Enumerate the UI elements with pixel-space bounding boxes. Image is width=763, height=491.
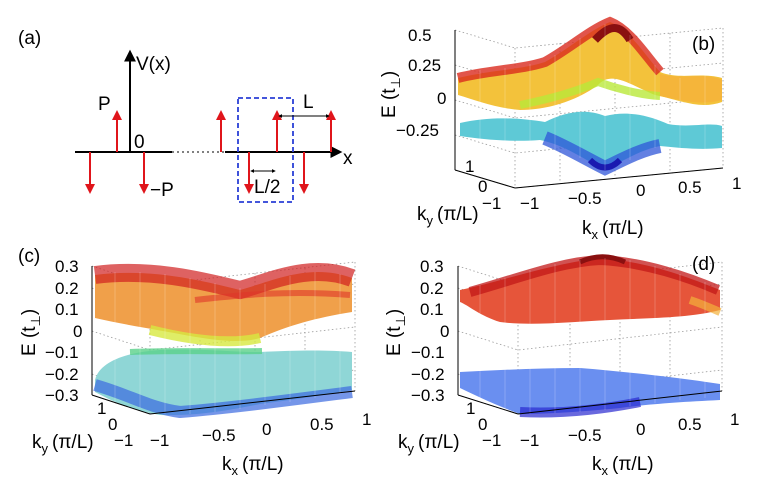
band-upper-c-low bbox=[148, 325, 262, 347]
z-tick: 0 bbox=[440, 322, 449, 341]
band-upper-d-top bbox=[468, 254, 720, 297]
ky-label-b: ky (π/L) bbox=[417, 204, 479, 228]
band-upper-b-mid bbox=[519, 77, 661, 109]
band-b-mesh bbox=[479, 24, 706, 170]
kx-axis-line-b bbox=[514, 167, 724, 189]
kx-tick: −0.5 bbox=[202, 426, 236, 445]
kx-tick: −0.5 bbox=[568, 426, 602, 445]
kx-label-b: kx (π/L) bbox=[582, 218, 644, 242]
band-upper-c bbox=[95, 271, 352, 342]
band-lower-c-bottom bbox=[93, 379, 353, 419]
p-label: P bbox=[98, 94, 111, 115]
v-axis-label: V(x) bbox=[136, 54, 171, 75]
band-upper-b-right bbox=[660, 74, 722, 103]
panel-d-label: (d) bbox=[692, 254, 715, 275]
z-tick: 0.1 bbox=[55, 300, 79, 319]
ky-tick: −1 bbox=[482, 194, 501, 213]
z-tick: 0 bbox=[437, 89, 446, 108]
ky-label-d: ky (π/L) bbox=[398, 432, 460, 456]
z-tick: 0.2 bbox=[420, 279, 444, 298]
band-lower-b bbox=[460, 111, 722, 170]
band-upper-c-top bbox=[93, 262, 356, 300]
ky-axis-line-c bbox=[91, 394, 151, 415]
panel-a: (a) x V(x) 0 P −P L L/2 bbox=[18, 28, 353, 203]
band-lower-c-top bbox=[129, 348, 263, 355]
z-tick: −0.2 bbox=[411, 365, 445, 384]
z-tick: 0.3 bbox=[420, 257, 444, 276]
band-upper-c-front bbox=[194, 289, 351, 303]
kx-tick: 1 bbox=[362, 410, 371, 429]
z-tick: −0.1 bbox=[411, 343, 445, 362]
kx-tick: −1 bbox=[520, 194, 539, 213]
panel-d: 0.3 0.2 0.1 0 −0.1 −0.2 −0.3 E (t⊥) 1 0 … bbox=[384, 254, 739, 478]
z-tick: 0.3 bbox=[55, 257, 79, 276]
z-tick: 0.2 bbox=[55, 279, 79, 298]
origin-label: 0 bbox=[134, 132, 145, 153]
ky-tick: 0 bbox=[478, 177, 487, 196]
z-label-d: E (t⊥) bbox=[384, 309, 408, 356]
unit-cell-box bbox=[237, 97, 294, 203]
band-upper-d-edge bbox=[688, 296, 722, 316]
kx-tick: 0.5 bbox=[678, 178, 702, 197]
panel-c: 0.3 0.2 0.1 0 −0.1 −0.2 −0.3 E (t⊥) 1 0 … bbox=[18, 246, 371, 478]
kx-tick: 0 bbox=[636, 420, 645, 439]
kx-tick: −1 bbox=[520, 431, 539, 450]
z-label-b: E (t⊥) bbox=[379, 71, 403, 118]
band-upper-d bbox=[460, 258, 720, 324]
neg-p-label: −P bbox=[150, 180, 174, 201]
kx-tick: −1 bbox=[150, 431, 169, 450]
kx-tick: 0 bbox=[636, 181, 645, 200]
kx-tick: 1 bbox=[732, 174, 741, 193]
panel-b: 0.5 0.25 0 −0.25 E (t⊥) 1 0 −1 −1 −0.5 0… bbox=[379, 16, 741, 242]
z-label-c: E (t⊥) bbox=[19, 309, 43, 356]
kx-tick: 0 bbox=[262, 420, 271, 439]
band-upper-b-peak bbox=[592, 24, 634, 43]
ky-axis-line-d bbox=[457, 394, 519, 415]
band-upper-b bbox=[458, 22, 722, 110]
z-tick: 0.5 bbox=[408, 26, 432, 45]
band-lower-d bbox=[460, 368, 720, 414]
ky-tick: 1 bbox=[97, 399, 106, 418]
kx-tick: −0.5 bbox=[568, 189, 602, 208]
band-c-mesh bbox=[114, 272, 341, 414]
panel-c-label: (c) bbox=[18, 246, 40, 267]
z-tick: −0.3 bbox=[45, 386, 79, 405]
kx-axis-line-c bbox=[149, 390, 356, 415]
band-upper-d-peak bbox=[578, 254, 627, 265]
kx-tick: 0.5 bbox=[310, 415, 334, 434]
kx-label-c: kx (π/L) bbox=[222, 454, 284, 478]
ky-label-c: ky (π/L) bbox=[32, 432, 94, 456]
half-period-label: L/2 bbox=[254, 177, 280, 198]
z-tick: 0 bbox=[73, 322, 82, 341]
band-upper-b-edge bbox=[456, 16, 664, 83]
ky-tick: 0 bbox=[108, 415, 117, 434]
kx-tick: 1 bbox=[730, 410, 739, 429]
band-d-mesh bbox=[479, 258, 706, 414]
z-tick: 0.25 bbox=[408, 56, 441, 75]
ky-tick: −1 bbox=[482, 431, 501, 450]
kx-label-d: kx (π/L) bbox=[592, 454, 654, 478]
ky-tick: 1 bbox=[466, 399, 475, 418]
kx-tick: 0.5 bbox=[678, 415, 702, 434]
z-tick: −0.2 bbox=[45, 365, 79, 384]
band-lower-b-bottom bbox=[587, 157, 623, 171]
ky-tick: −1 bbox=[114, 431, 133, 450]
z-tick: 0.1 bbox=[420, 300, 444, 319]
z-tick: −0.3 bbox=[411, 386, 445, 405]
z-tick: −0.25 bbox=[396, 121, 439, 140]
z-tick: −0.1 bbox=[45, 343, 79, 362]
ky-axis-line-b bbox=[454, 169, 516, 189]
panel-b-label: (b) bbox=[692, 34, 715, 55]
ky-tick: 1 bbox=[465, 157, 474, 176]
ky-tick: 0 bbox=[478, 415, 487, 434]
x-axis-label: x bbox=[343, 148, 353, 169]
panel-a-label: (a) bbox=[18, 28, 41, 49]
period-label: L bbox=[303, 92, 314, 113]
kx-axis-line-d bbox=[517, 390, 723, 415]
